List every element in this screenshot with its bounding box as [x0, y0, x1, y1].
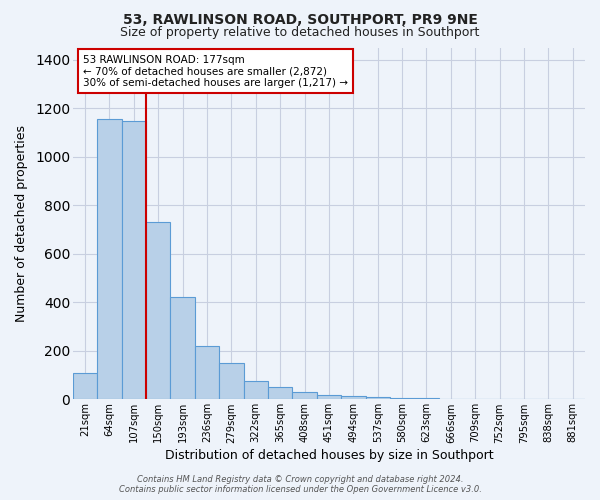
- Bar: [268, 388, 292, 400]
- Bar: [292, 392, 317, 400]
- Bar: [317, 394, 341, 400]
- Bar: [341, 396, 365, 400]
- Text: Size of property relative to detached houses in Southport: Size of property relative to detached ho…: [121, 26, 479, 39]
- Y-axis label: Number of detached properties: Number of detached properties: [15, 125, 28, 322]
- Text: Contains HM Land Registry data © Crown copyright and database right 2024.
Contai: Contains HM Land Registry data © Crown c…: [119, 474, 481, 494]
- Text: 53 RAWLINSON ROAD: 177sqm
← 70% of detached houses are smaller (2,872)
30% of se: 53 RAWLINSON ROAD: 177sqm ← 70% of detac…: [83, 54, 348, 88]
- Bar: [146, 222, 170, 400]
- Bar: [219, 363, 244, 400]
- Bar: [73, 372, 97, 400]
- Bar: [390, 398, 414, 400]
- Bar: [97, 119, 122, 400]
- Bar: [244, 381, 268, 400]
- Bar: [365, 397, 390, 400]
- Bar: [170, 298, 195, 400]
- Bar: [195, 346, 219, 400]
- Bar: [414, 398, 439, 400]
- X-axis label: Distribution of detached houses by size in Southport: Distribution of detached houses by size …: [164, 450, 493, 462]
- Text: 53, RAWLINSON ROAD, SOUTHPORT, PR9 9NE: 53, RAWLINSON ROAD, SOUTHPORT, PR9 9NE: [122, 12, 478, 26]
- Bar: [122, 121, 146, 400]
